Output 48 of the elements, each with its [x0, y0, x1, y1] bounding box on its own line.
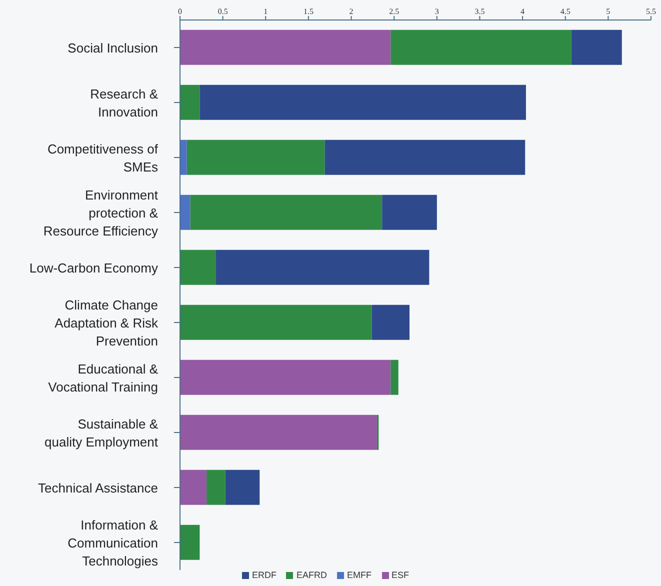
bar	[180, 304, 372, 340]
legend-label: EAFRD	[295, 570, 327, 580]
bar	[180, 84, 200, 120]
y-tick-label: Educational & Vocational Training	[48, 361, 158, 394]
y-tick-label: Competitiveness of SMEs	[47, 141, 158, 174]
x-tick-label: 2.5	[389, 7, 400, 16]
x-tick-label: 5	[606, 7, 610, 16]
x-tick-label: 1	[264, 7, 268, 16]
bar	[324, 140, 526, 175]
y-tick-label: Sustainable & quality Employment	[44, 416, 158, 449]
bar	[180, 140, 187, 175]
legend-label: ERDF	[250, 570, 276, 580]
x-tick-label: 5.5	[646, 7, 656, 16]
x-tick-label: 0.5	[218, 7, 228, 16]
y-tick-label: Climate Change Adaptation & Risk Prevention	[54, 297, 158, 348]
bar	[390, 360, 398, 395]
x-tick-label: 4	[520, 7, 525, 16]
bar	[216, 250, 430, 285]
x-tick-label: 1.5	[303, 7, 314, 16]
y-tick-label: Environment protection & Resource Efficiency	[43, 187, 158, 238]
bar	[200, 84, 526, 120]
bar	[186, 140, 325, 175]
y-tick-label: Technical Assistance	[38, 480, 158, 495]
bar	[180, 30, 391, 65]
bar	[382, 194, 437, 230]
y-tick-label: Social Inclusion	[68, 40, 158, 55]
bar	[180, 360, 391, 395]
x-tick-label: 2	[349, 7, 354, 16]
y-tick-label: Research & Innovation	[90, 86, 158, 119]
bar	[206, 470, 226, 505]
bar	[180, 250, 216, 285]
bar	[225, 470, 260, 505]
legend-label: EMFF	[346, 570, 372, 580]
x-tick-label: 0	[178, 7, 182, 16]
x-tick-label: 3	[434, 7, 439, 16]
y-tick-label: Low-Carbon Economy	[29, 260, 158, 275]
bar	[180, 194, 190, 230]
x-tick-label: 4.5	[560, 7, 570, 16]
bar	[390, 30, 572, 65]
bar	[180, 470, 207, 505]
bar	[190, 194, 382, 230]
legend-label: ESF	[390, 570, 410, 580]
bar	[180, 414, 377, 450]
bar	[180, 524, 200, 560]
bar	[372, 304, 410, 340]
x-tick-label: 3.5	[474, 7, 485, 16]
bar	[571, 30, 622, 65]
y-tick-label: Information & Communication Technologies	[68, 517, 158, 568]
